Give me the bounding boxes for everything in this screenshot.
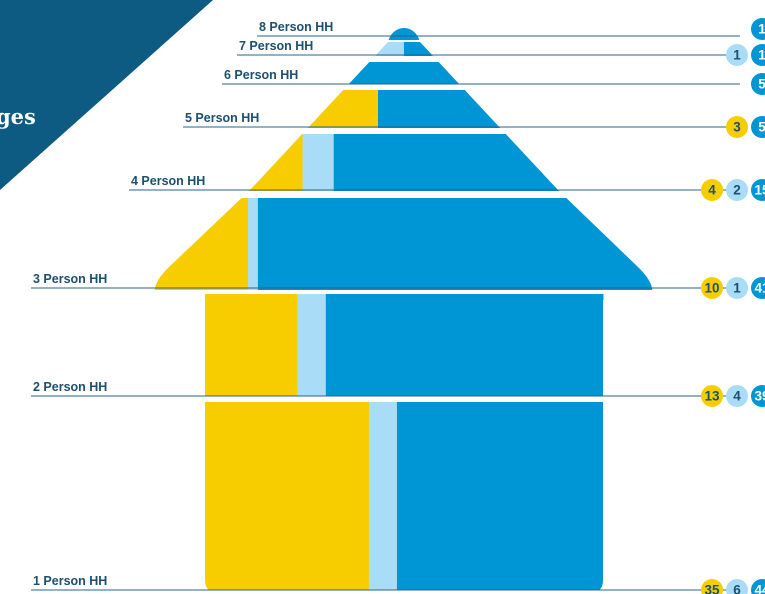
value-badge [726, 277, 748, 299]
value-badge [726, 385, 748, 407]
bar-segment-8-2 [368, 402, 398, 590]
category-label: 1 Person HH [33, 574, 107, 588]
bar-segment-6-3 [257, 198, 653, 290]
bar-segment-5-2 [302, 134, 335, 191]
bar-segment-8-1 [205, 402, 370, 590]
value-label: 6 [733, 583, 741, 594]
value-label: 35 [704, 583, 720, 594]
bar-segment-8-3 [396, 402, 604, 590]
value-badge [751, 179, 765, 201]
bar-segment-3-3 [344, 62, 465, 84]
value-badge [701, 579, 723, 594]
value-label: 10 [704, 281, 719, 296]
value-label: 5 [758, 77, 765, 92]
category-label: 7 Person HH [239, 39, 313, 53]
category-labels: 8 Person HH 7 Person HH 6 Person HH 5 Perso… [33, 20, 333, 588]
value-badge [751, 18, 765, 40]
value-label: 1 [758, 22, 765, 37]
value-badge [701, 179, 723, 201]
value-badge [751, 116, 765, 138]
value-label: 2 [733, 183, 741, 198]
value-badge [751, 44, 765, 66]
category-label: 6 Person HH [224, 68, 298, 82]
bar-segment-1-3 [386, 28, 423, 40]
value-badge [701, 385, 723, 407]
bar-segment-4-3 [378, 90, 509, 128]
value-badge [726, 579, 748, 594]
value-label: 1 [733, 48, 741, 63]
value-label: 39 [754, 389, 765, 404]
value-label: 1 [733, 281, 741, 296]
value-badge [726, 179, 748, 201]
category-label: 2 Person HH [33, 380, 107, 394]
bar-segment-6-1 [154, 198, 249, 290]
value-label: 15 [754, 183, 765, 198]
category-label: 3 Person HH [33, 272, 107, 286]
value-label: 4 [733, 389, 741, 404]
value-badge [751, 277, 765, 299]
corner-banner [0, 0, 213, 190]
value-badge [751, 579, 765, 594]
value-label: 3 [733, 120, 741, 135]
corner-title: ges [0, 104, 36, 129]
value-label: 13 [704, 389, 720, 404]
value-label: 5 [758, 120, 765, 135]
value-badges: 1115354215101411343935644 [701, 18, 765, 594]
bar-segment-7-2 [297, 294, 327, 396]
value-label: 44 [754, 583, 765, 594]
bar-segment-7-3 [325, 294, 604, 396]
category-label: 8 Person HH [259, 20, 333, 34]
bar-segment-5-1 [240, 134, 303, 191]
value-label: 41 [754, 281, 765, 296]
bar-segment-2-3 [404, 42, 433, 56]
value-badge [751, 73, 765, 95]
value-badge [726, 44, 748, 66]
value-label: 1 [758, 48, 765, 63]
bar-segment-2-2 [376, 42, 405, 56]
value-label: 4 [708, 183, 716, 198]
bar-segment-4-1 [300, 90, 379, 128]
category-label: 5 Person HH [185, 111, 259, 125]
bar-segment-5-3 [333, 134, 569, 191]
bar-segment-7-1 [205, 294, 298, 396]
bar-segment-6-2 [248, 198, 259, 290]
value-badge [751, 385, 765, 407]
value-badge [701, 277, 723, 299]
category-label: 4 Person HH [131, 174, 205, 188]
category-leader-lines [31, 35, 740, 591]
value-badge [726, 116, 748, 138]
